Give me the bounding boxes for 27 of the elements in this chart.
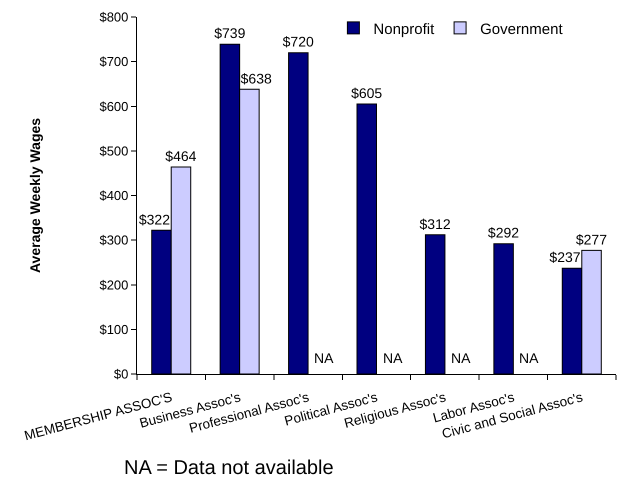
text: NA — [314, 350, 334, 366]
y-tick-label: $0 — [114, 366, 128, 382]
data-label: $277 — [576, 231, 608, 248]
data-label: $237 — [549, 249, 581, 266]
data-label: $464 — [165, 148, 197, 164]
y-axis-title: Average Weekly Wages — [27, 118, 44, 274]
y-tick-label: $400 — [99, 188, 128, 204]
legend-label: Nonprofit — [373, 20, 436, 38]
y-tick-label: $500 — [99, 143, 128, 158]
data-label: $292 — [488, 224, 520, 241]
y-tick-label: $200 — [99, 277, 128, 292]
text: NA — [383, 350, 402, 366]
legend-label: Government — [480, 20, 564, 38]
text: NA — [519, 350, 538, 366]
data-label: $312 — [420, 216, 451, 232]
data-label: $638 — [240, 70, 272, 86]
data-label: $720 — [282, 34, 314, 50]
y-tick-label: $700 — [99, 54, 128, 70]
data-label: $605 — [351, 85, 382, 102]
y-tick-label: $800 — [99, 10, 128, 25]
text: NA = Data not available — [124, 457, 334, 479]
y-tick-label: $300 — [99, 232, 128, 248]
data-label: $322 — [138, 211, 170, 228]
y-tick-label: $100 — [99, 322, 128, 337]
data-label: $739 — [214, 25, 246, 42]
text: NA — [451, 350, 470, 366]
y-tick-label: $600 — [99, 98, 128, 114]
